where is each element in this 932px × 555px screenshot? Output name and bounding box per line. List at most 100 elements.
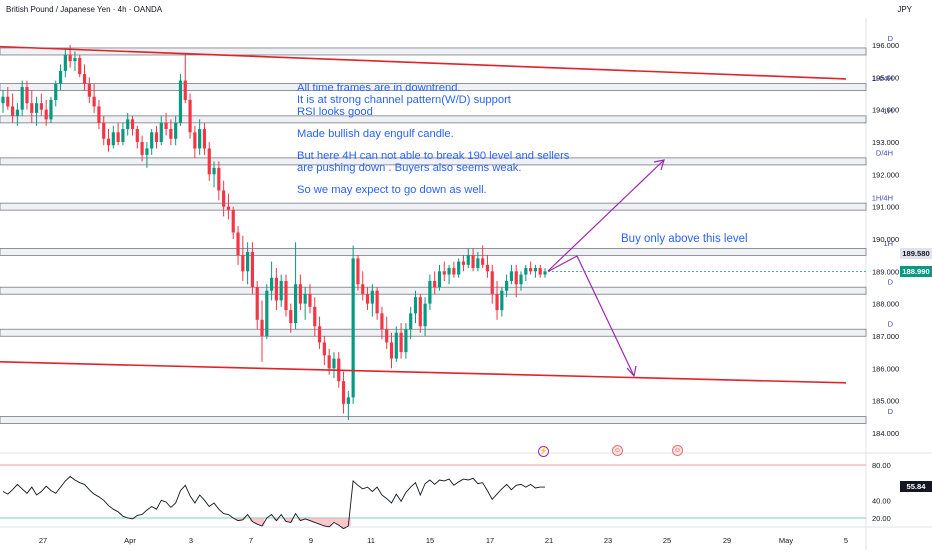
candle: [476, 251, 480, 272]
annotation-line: All time frames are in downtrend.: [297, 82, 461, 94]
candle-body: [481, 258, 485, 265]
candle: [495, 281, 499, 320]
candle-body: [437, 271, 442, 288]
candle: [490, 264, 494, 304]
candle-body: [375, 290, 379, 314]
candle: [10, 93, 15, 123]
annotation-line: Made bullish day engulf candle.: [297, 128, 454, 140]
candle: [140, 135, 144, 162]
candle-body: [341, 381, 346, 404]
economic-event-icon[interactable]: ☺: [672, 445, 683, 456]
y-tick-label: 187.000: [872, 332, 899, 341]
candle: [437, 264, 442, 291]
candle-body: [30, 103, 34, 113]
sr-zone: [0, 83, 867, 91]
candle-body: [54, 83, 58, 100]
candle: [58, 64, 63, 91]
candle-body: [365, 293, 370, 304]
y-tick-label: 186.000: [872, 364, 899, 373]
candle-body: [63, 54, 67, 71]
candle: [274, 268, 278, 311]
candle: [322, 335, 326, 366]
candle: [222, 180, 226, 217]
candle: [154, 125, 159, 149]
candle-body: [524, 268, 528, 275]
scenario-arrows: [547, 159, 665, 378]
buy-level-note: Buy only above this level: [621, 233, 748, 245]
candle-body: [466, 255, 470, 265]
x-tick-label: 27: [39, 536, 47, 545]
candle: [380, 306, 384, 340]
candle-body: [289, 310, 293, 324]
candle-body: [6, 96, 10, 107]
candle-body: [514, 271, 518, 285]
candle: [255, 281, 259, 330]
candle: [313, 297, 317, 336]
candle: [126, 112, 130, 136]
annotation-line: RSI looks good: [297, 106, 373, 118]
y-tick-label: 193.000: [872, 138, 899, 147]
candle: [341, 371, 346, 414]
rsi-oversold-fill: [250, 518, 255, 522]
candle: [317, 316, 322, 349]
candle-body: [399, 332, 403, 353]
candle-body: [178, 80, 183, 123]
x-tick-label: 25: [663, 536, 671, 545]
candle: [447, 264, 451, 285]
x-tick-label: 7: [249, 536, 253, 545]
candle-body: [284, 281, 288, 311]
candle-body: [529, 268, 533, 272]
candle-body: [92, 96, 96, 107]
candle-body: [58, 70, 63, 84]
candle-body: [174, 122, 178, 139]
y-tick-label: 191.000: [872, 203, 899, 212]
candle-body: [500, 290, 504, 311]
economic-event-icon[interactable]: ☺: [612, 445, 623, 456]
candle-body: [169, 129, 173, 139]
candle: [457, 258, 461, 278]
candle-body: [68, 54, 72, 62]
y-tick-label: 194.000: [872, 106, 899, 115]
zone-timeframe-label: D: [888, 407, 894, 416]
candle: [145, 141, 149, 168]
candle: [370, 284, 374, 317]
candle-body: [495, 293, 499, 311]
candle: [293, 242, 298, 330]
sr-zone: [0, 202, 867, 211]
candle-body: [222, 190, 226, 207]
candle: [44, 99, 48, 126]
rsi-oversold-fill: [283, 518, 289, 522]
candle: [92, 83, 96, 113]
candle-body: [293, 284, 298, 324]
rsi-oversold-fill: [297, 518, 303, 521]
candle-body: [265, 290, 269, 336]
candle-body: [509, 271, 514, 282]
candle-body: [102, 122, 106, 139]
sr-zone: [0, 286, 867, 295]
candle: [260, 300, 264, 362]
candle-body: [461, 261, 466, 265]
candle: [481, 245, 485, 269]
candle-body: [82, 74, 87, 84]
x-tick-label: 15: [426, 536, 434, 545]
candle: [111, 125, 115, 149]
y-tick-label: 195.000: [872, 73, 899, 82]
zone-timeframe-label: D: [888, 278, 894, 287]
candle: [543, 268, 547, 278]
candle: [207, 141, 211, 181]
lightning-event-icon[interactable]: ⚡: [538, 446, 549, 457]
candle: [394, 326, 398, 362]
candle: [409, 306, 413, 340]
candle-body: [452, 268, 456, 275]
up-arrowhead: [653, 159, 665, 171]
candle-body: [87, 83, 91, 97]
candle: [500, 287, 504, 317]
candle-body: [226, 206, 231, 210]
candle-body: [447, 268, 451, 275]
candle-body: [10, 106, 15, 117]
candle-body: [260, 319, 264, 336]
x-tick-label: 23: [604, 536, 612, 545]
candle: [121, 122, 125, 146]
